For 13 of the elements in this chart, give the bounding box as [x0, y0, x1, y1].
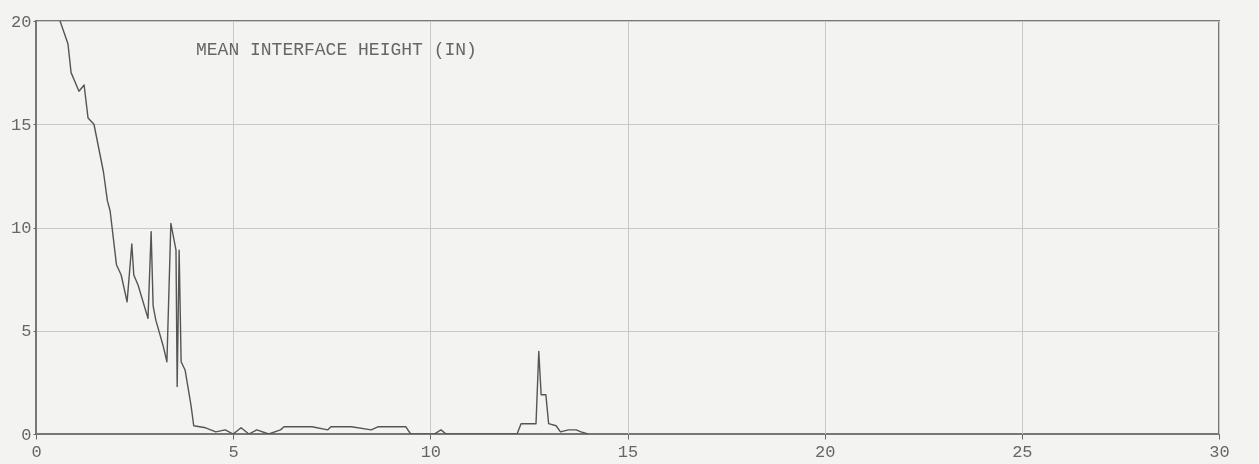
text: MEAN INTERFACE HEIGHT (IN) — [196, 40, 477, 60]
y-tick-label: 10 — [11, 219, 32, 238]
line-series — [59, 21, 589, 434]
x-tick-label: 5 — [228, 442, 239, 462]
x-tick-label: 25 — [1012, 442, 1033, 462]
y-tick-label: 20 — [11, 12, 32, 32]
y-tick-label: 5 — [21, 322, 32, 342]
y-tick-label: 15 — [11, 115, 32, 135]
y-tick-label: 0 — [21, 425, 32, 445]
x-tick-label: 10 — [420, 442, 442, 462]
x-tick-label: 15 — [617, 442, 639, 462]
x-tick-label: 30 — [1209, 442, 1230, 462]
x-tick-label: 20 — [814, 442, 836, 462]
